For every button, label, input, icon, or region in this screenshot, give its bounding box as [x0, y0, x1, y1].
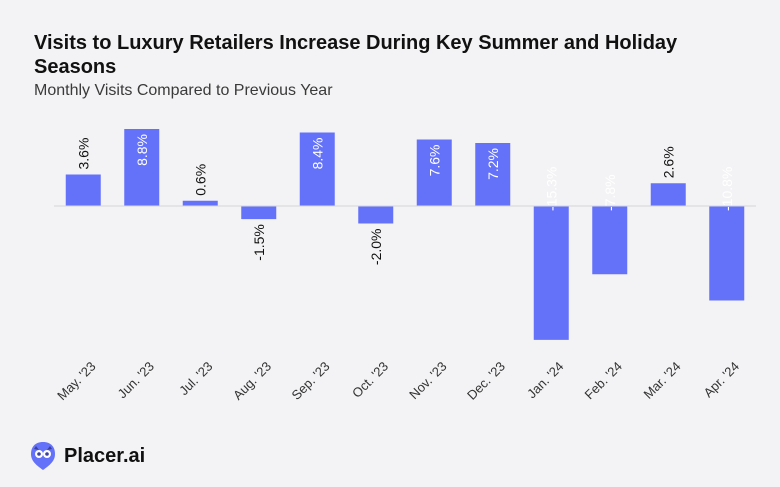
bar	[475, 143, 511, 206]
bar	[241, 206, 277, 220]
bar-value-label: -10.8%	[719, 167, 735, 211]
category-tick-label: Dec. '23	[464, 359, 508, 403]
bar	[533, 206, 569, 340]
bar-value-label: -7.8%	[602, 174, 618, 211]
bar-value-label: -2.0%	[368, 229, 384, 266]
category-tick-label: Nov. '23	[406, 359, 449, 402]
bar	[416, 139, 452, 206]
bar-value-label: 3.6%	[75, 138, 91, 170]
bar-value-label: -1.5%	[251, 224, 267, 261]
bar	[709, 206, 745, 301]
brand-name: Placer.ai	[64, 444, 146, 467]
bar-value-label: 2.6%	[660, 146, 676, 178]
bar-value-label: 7.2%	[485, 148, 501, 180]
category-tick-label: Feb. '24	[582, 359, 626, 403]
category-tick-label: Oct. '23	[349, 359, 391, 401]
category-tick-label: May. '23	[54, 359, 98, 403]
chart-title: Visits to Luxury Retailers Increase Duri…	[34, 32, 678, 78]
bar	[65, 174, 101, 206]
bar	[358, 206, 394, 224]
bar	[124, 129, 160, 206]
category-tick-label: Aug. '23	[230, 359, 274, 403]
bar	[650, 183, 686, 206]
bar-value-label: 8.8%	[134, 134, 150, 166]
category-tick-label: Apr. '24	[701, 359, 742, 400]
bar-value-label: -15.3%	[543, 167, 559, 211]
category-tick-label: Mar. '24	[641, 359, 684, 402]
value-labels-group: 3.6% 8.8% 0.6% -1.5% 8.4% -2.0% 7.6% 7.2% -15.3%…	[75, 134, 735, 265]
category-tick-labels-group: May. '23 Jun. '23 Jul. '23 Aug. '23 Sep. '23…	[54, 359, 742, 403]
bar-value-label: 7.6%	[426, 145, 442, 177]
bar	[299, 132, 335, 206]
brand-logo: Placer.ai	[30, 440, 145, 472]
category-tick-label: Jul. '23	[176, 359, 215, 398]
bars-group	[65, 129, 745, 340]
category-tick-label: Jan. '24	[524, 359, 567, 402]
bar-value-label: 0.6%	[192, 164, 208, 196]
bar	[182, 200, 218, 206]
bar-value-label: 8.4%	[309, 138, 325, 170]
category-tick-label: Sep. '23	[289, 359, 333, 403]
category-tick-label: Jun. '23	[115, 359, 158, 402]
chart-subtitle: Monthly Visits Compared to Previous Year	[34, 82, 333, 99]
placer-logo-icon	[31, 442, 55, 470]
bar	[592, 206, 628, 275]
